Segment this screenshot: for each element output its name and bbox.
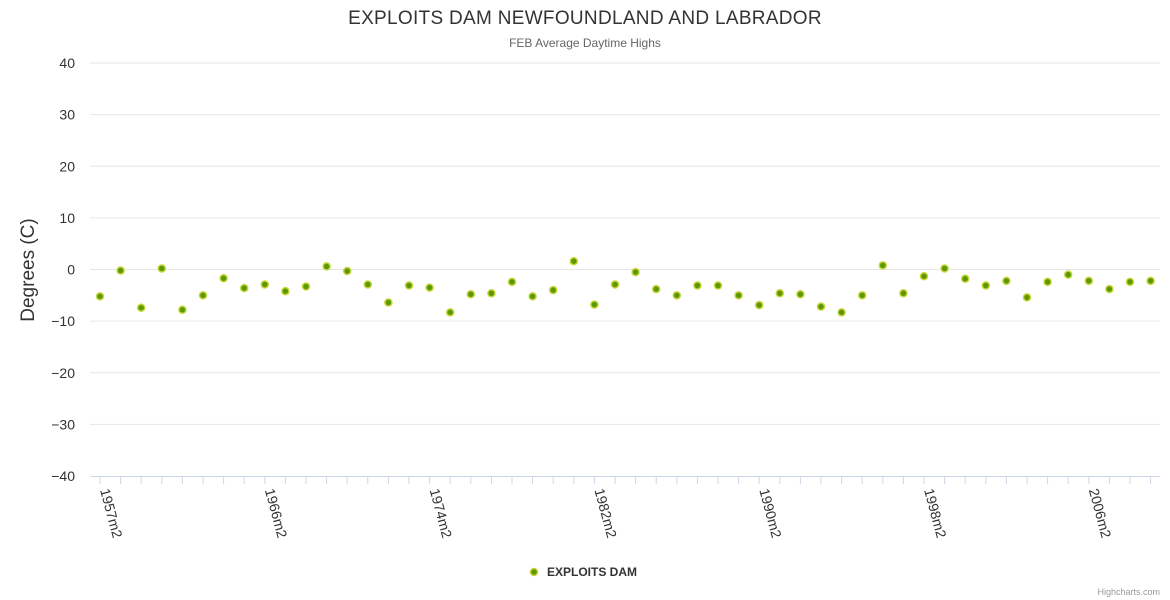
data-point[interactable]: [816, 302, 826, 311]
data-point[interactable]: [301, 282, 311, 291]
data-point[interactable]: [960, 274, 970, 284]
y-axis-label: Degrees (C): [18, 218, 39, 321]
data-point[interactable]: [404, 281, 414, 290]
data-point[interactable]: [157, 264, 167, 273]
data-point[interactable]: [363, 280, 373, 289]
credits-link[interactable]: Highcharts.com: [1097, 587, 1160, 597]
x-tick-label: 1982m2: [592, 487, 621, 540]
data-point[interactable]: [95, 292, 105, 301]
data-point[interactable]: [734, 291, 743, 300]
data-point[interactable]: [116, 266, 125, 275]
data-point[interactable]: [569, 256, 579, 266]
chart-title: EXPLOITS DAM NEWFOUNDLAND AND LABRADOR: [348, 8, 822, 29]
y-tick-label: −30: [51, 416, 75, 432]
data-point[interactable]: [837, 308, 846, 317]
data-point[interactable]: [1084, 276, 1094, 286]
data-point[interactable]: [713, 281, 723, 290]
data-point[interactable]: [1043, 277, 1052, 287]
data-point[interactable]: [260, 280, 270, 289]
x-tick-label: 2006m2: [1086, 487, 1115, 540]
y-tick-label: 0: [67, 262, 75, 278]
y-tick-label: −10: [51, 313, 75, 329]
x-axis: 1957m2 1966m2 1974m2 1982m2 1990m2 1998m2 2006…: [90, 476, 1160, 540]
y-tick-label: −20: [51, 365, 75, 381]
data-point[interactable]: [466, 290, 476, 299]
data-point[interactable]: [754, 300, 764, 310]
data-point[interactable]: [796, 290, 805, 299]
data-point[interactable]: [919, 271, 929, 281]
data-point[interactable]: [1002, 276, 1011, 286]
y-tick-label: 10: [59, 210, 75, 226]
legend-label[interactable]: EXPLOITS DAM: [547, 565, 637, 579]
data-point[interactable]: [507, 277, 517, 287]
data-point[interactable]: [198, 291, 208, 300]
data-point[interactable]: [342, 266, 352, 276]
data-point[interactable]: [1063, 270, 1073, 279]
x-tick-label: 1957m2: [97, 487, 126, 540]
data-point[interactable]: [857, 291, 867, 300]
data-point[interactable]: [1022, 293, 1032, 302]
x-tick-label: 1974m2: [427, 487, 456, 540]
data-point[interactable]: [384, 298, 393, 307]
data-point[interactable]: [528, 292, 537, 301]
data-point[interactable]: [631, 267, 640, 277]
data-point[interactable]: [219, 274, 228, 283]
y-tick-label: −40: [51, 468, 75, 484]
data-point[interactable]: [425, 283, 434, 292]
data-point[interactable]: [322, 262, 331, 271]
legend-marker[interactable]: [529, 567, 539, 577]
gridlines: [90, 62, 1160, 425]
data-point[interactable]: [1146, 276, 1155, 286]
data-point[interactable]: [281, 286, 290, 296]
data-point[interactable]: [693, 281, 702, 290]
data-point[interactable]: [136, 303, 146, 312]
data-point[interactable]: [775, 288, 785, 298]
chart-subtitle: FEB Average Daytime Highs: [509, 36, 661, 50]
data-point[interactable]: [672, 291, 682, 300]
series-exploits-dam[interactable]: [95, 256, 1155, 317]
data-point[interactable]: [981, 281, 991, 290]
data-point[interactable]: [610, 280, 620, 289]
data-point[interactable]: [239, 283, 249, 293]
data-point[interactable]: [178, 305, 187, 315]
y-tick-label: 40: [59, 55, 75, 71]
data-point[interactable]: [940, 264, 949, 273]
data-point[interactable]: [651, 284, 661, 294]
legend[interactable]: EXPLOITS DAM: [529, 565, 638, 579]
data-point[interactable]: [445, 308, 455, 317]
y-axis: 40 30 20 10 0 −10 −20 −30 −40: [51, 55, 75, 484]
data-point[interactable]: [878, 261, 888, 270]
y-tick-label: 20: [59, 158, 75, 174]
data-point[interactable]: [590, 300, 599, 309]
data-point[interactable]: [899, 288, 908, 298]
x-tick-label: 1966m2: [262, 487, 291, 540]
data-point[interactable]: [1105, 284, 1114, 294]
x-tick-label: 1990m2: [756, 487, 785, 540]
data-point[interactable]: [1125, 277, 1135, 287]
x-tick-label: 1998m2: [921, 487, 950, 540]
data-point[interactable]: [487, 288, 496, 298]
data-point[interactable]: [548, 285, 558, 295]
y-tick-label: 30: [59, 107, 75, 123]
